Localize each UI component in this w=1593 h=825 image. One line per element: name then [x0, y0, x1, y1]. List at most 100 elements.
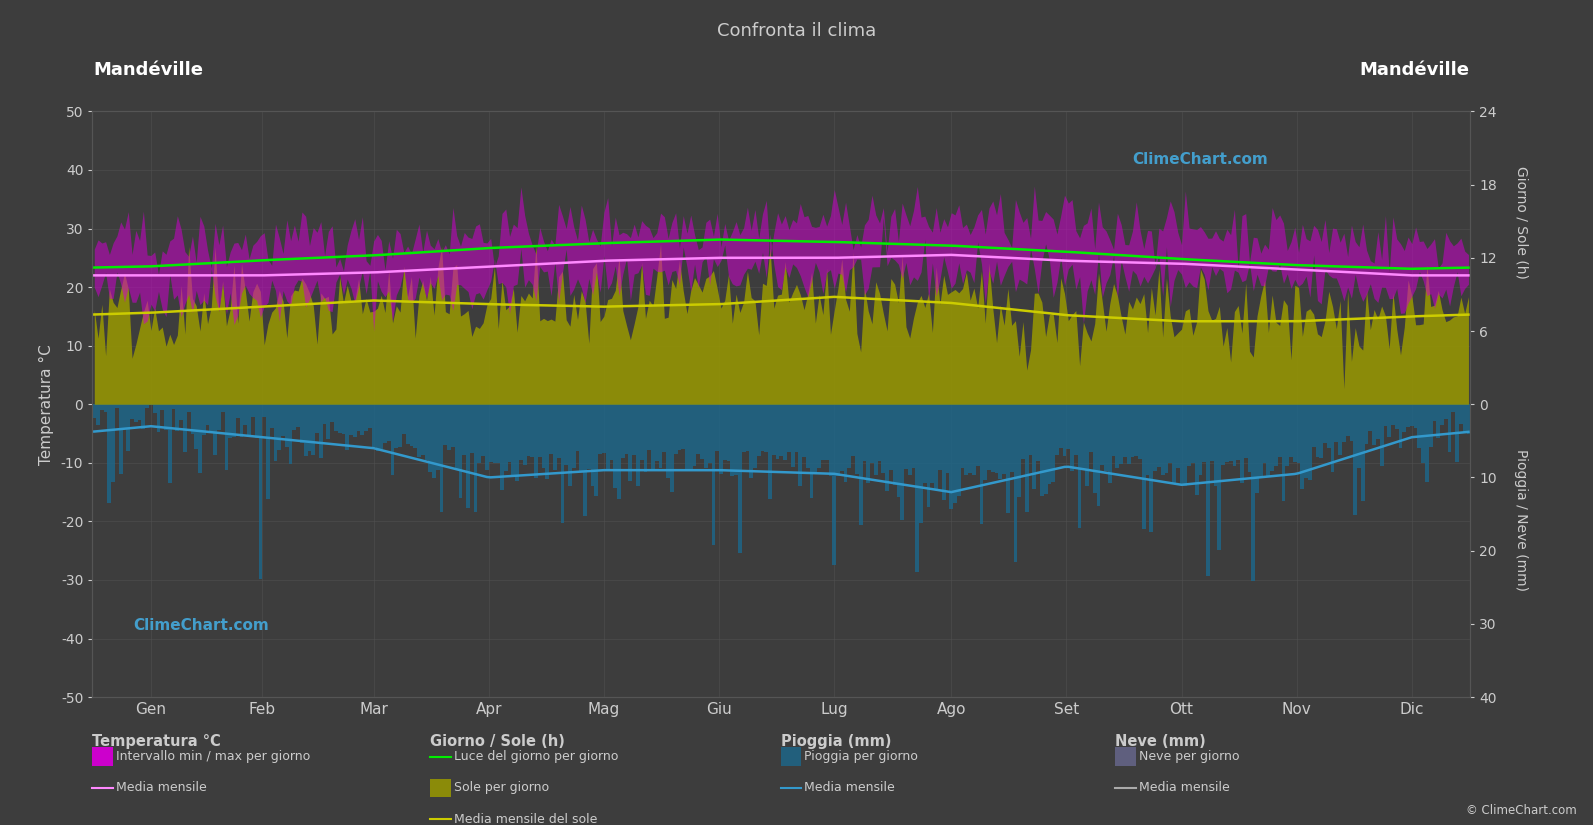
Text: Neve (mm): Neve (mm): [1115, 734, 1206, 749]
Bar: [473, 404, 478, 512]
Bar: [1090, 404, 1093, 451]
Bar: [613, 404, 616, 488]
Bar: [1040, 404, 1043, 496]
Bar: [202, 404, 205, 435]
Bar: [263, 404, 266, 417]
Bar: [1402, 404, 1407, 431]
Bar: [1051, 404, 1055, 482]
Bar: [96, 404, 100, 425]
Bar: [624, 404, 629, 454]
Bar: [688, 404, 693, 469]
Bar: [886, 404, 889, 491]
Bar: [296, 404, 299, 427]
Bar: [941, 404, 946, 500]
Bar: [429, 404, 432, 473]
Bar: [156, 404, 161, 431]
Bar: [647, 404, 652, 450]
Bar: [704, 404, 707, 468]
Bar: [349, 404, 354, 435]
Bar: [994, 404, 999, 473]
Bar: [897, 404, 900, 497]
Bar: [1206, 404, 1209, 576]
Bar: [1421, 404, 1426, 463]
Bar: [183, 404, 186, 452]
Text: Pioggia / Neve (mm): Pioggia / Neve (mm): [1515, 449, 1528, 591]
Bar: [440, 404, 443, 512]
Bar: [448, 404, 451, 450]
Bar: [586, 404, 591, 469]
Bar: [172, 404, 175, 408]
Bar: [1311, 404, 1316, 446]
Bar: [1440, 404, 1443, 425]
Bar: [1093, 404, 1096, 493]
Bar: [605, 404, 610, 469]
Bar: [760, 404, 765, 451]
Bar: [417, 404, 421, 457]
Bar: [594, 404, 599, 496]
Bar: [1120, 404, 1123, 464]
Bar: [395, 404, 398, 448]
Bar: [1388, 404, 1391, 437]
Bar: [644, 404, 647, 473]
Bar: [354, 404, 357, 437]
Bar: [844, 404, 847, 483]
Bar: [693, 404, 696, 465]
Bar: [569, 404, 572, 487]
Bar: [707, 404, 712, 464]
Bar: [398, 404, 401, 447]
Bar: [459, 404, 462, 498]
Bar: [376, 404, 379, 451]
Bar: [191, 404, 194, 434]
Bar: [779, 404, 784, 455]
Bar: [1297, 404, 1300, 463]
Bar: [953, 404, 957, 502]
Bar: [795, 404, 798, 452]
Text: Sole per giorno: Sole per giorno: [454, 781, 550, 794]
Bar: [602, 404, 605, 454]
Bar: [1308, 404, 1311, 480]
Bar: [481, 404, 484, 456]
Bar: [1429, 404, 1432, 447]
Bar: [413, 404, 417, 448]
Bar: [773, 404, 776, 455]
Bar: [1252, 404, 1255, 582]
Bar: [489, 404, 492, 462]
Bar: [338, 404, 341, 433]
Bar: [1145, 404, 1150, 475]
Bar: [1247, 404, 1252, 472]
Bar: [519, 404, 523, 460]
Bar: [1341, 404, 1346, 442]
Bar: [820, 404, 825, 460]
Bar: [1346, 404, 1349, 436]
Bar: [137, 404, 142, 420]
Bar: [957, 404, 961, 496]
Bar: [1142, 404, 1145, 530]
Bar: [610, 404, 613, 460]
Bar: [723, 404, 726, 460]
Bar: [360, 404, 365, 436]
Bar: [236, 404, 239, 418]
Bar: [980, 404, 983, 524]
Bar: [1222, 404, 1225, 464]
Bar: [503, 404, 508, 471]
Bar: [1157, 404, 1161, 468]
Bar: [319, 404, 323, 459]
Bar: [288, 404, 293, 464]
Bar: [511, 404, 515, 474]
Bar: [862, 404, 867, 461]
Bar: [1070, 404, 1074, 472]
Bar: [346, 404, 349, 450]
Bar: [1316, 404, 1319, 457]
Bar: [859, 404, 862, 526]
Bar: [92, 404, 96, 418]
Bar: [1209, 404, 1214, 461]
Bar: [1198, 404, 1203, 474]
Bar: [1294, 404, 1297, 462]
Bar: [738, 404, 742, 553]
Bar: [1078, 404, 1082, 528]
Bar: [916, 404, 919, 573]
Bar: [1437, 404, 1440, 438]
Bar: [632, 404, 636, 455]
Bar: [1066, 404, 1070, 449]
Bar: [1459, 404, 1462, 424]
